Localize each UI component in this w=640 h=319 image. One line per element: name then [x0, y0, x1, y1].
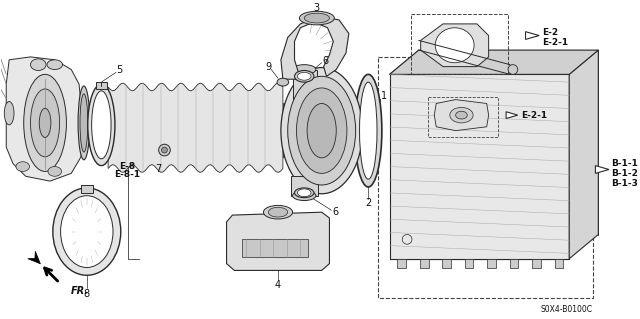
- Ellipse shape: [281, 68, 362, 194]
- Polygon shape: [525, 32, 539, 40]
- Ellipse shape: [298, 72, 311, 80]
- Polygon shape: [420, 24, 488, 67]
- Ellipse shape: [292, 65, 316, 74]
- Text: 1: 1: [381, 91, 387, 101]
- Ellipse shape: [48, 167, 61, 176]
- Ellipse shape: [53, 188, 121, 275]
- Polygon shape: [28, 251, 40, 264]
- Ellipse shape: [61, 196, 113, 268]
- Polygon shape: [108, 83, 283, 172]
- Bar: [291, 176, 318, 196]
- Text: 2: 2: [365, 198, 371, 208]
- Polygon shape: [281, 16, 349, 79]
- Ellipse shape: [456, 111, 467, 119]
- Ellipse shape: [31, 59, 46, 70]
- Polygon shape: [227, 212, 330, 271]
- Ellipse shape: [78, 86, 90, 160]
- Bar: [465, 259, 474, 269]
- Ellipse shape: [355, 74, 382, 187]
- Text: B-1-2: B-1-2: [611, 169, 638, 178]
- Ellipse shape: [159, 144, 170, 156]
- Text: 9: 9: [265, 62, 271, 71]
- Ellipse shape: [24, 74, 67, 171]
- Bar: [442, 259, 451, 269]
- Text: E-2: E-2: [542, 28, 558, 37]
- Text: B-1-1: B-1-1: [611, 159, 638, 168]
- Bar: [283, 103, 322, 157]
- Text: B-1-3: B-1-3: [611, 179, 638, 188]
- Text: E-2-1: E-2-1: [521, 111, 547, 120]
- Polygon shape: [435, 100, 488, 131]
- Text: 8: 8: [84, 289, 90, 299]
- Ellipse shape: [435, 28, 474, 63]
- Ellipse shape: [294, 188, 314, 198]
- Bar: [390, 74, 569, 259]
- Text: 6: 6: [332, 207, 339, 217]
- Ellipse shape: [161, 147, 168, 153]
- Bar: [411, 14, 508, 74]
- Ellipse shape: [92, 91, 111, 159]
- Polygon shape: [506, 112, 518, 119]
- Polygon shape: [595, 166, 609, 173]
- Text: 5: 5: [116, 65, 123, 76]
- Ellipse shape: [277, 78, 289, 86]
- Ellipse shape: [292, 191, 316, 201]
- Text: 4: 4: [275, 280, 281, 290]
- Bar: [292, 70, 317, 103]
- Bar: [487, 259, 496, 269]
- Bar: [81, 185, 93, 193]
- Polygon shape: [569, 50, 598, 259]
- Text: S0X4-B0100C: S0X4-B0100C: [540, 305, 592, 314]
- Ellipse shape: [39, 108, 51, 137]
- Ellipse shape: [360, 82, 377, 179]
- Text: E-2-1: E-2-1: [542, 38, 568, 47]
- Ellipse shape: [307, 103, 336, 158]
- Text: 3: 3: [314, 4, 320, 13]
- Bar: [378, 57, 593, 298]
- Ellipse shape: [298, 189, 311, 197]
- Bar: [397, 259, 406, 269]
- Bar: [532, 259, 541, 269]
- Ellipse shape: [508, 65, 518, 74]
- Ellipse shape: [31, 89, 60, 157]
- Ellipse shape: [450, 108, 473, 123]
- Ellipse shape: [304, 13, 330, 23]
- Text: E-8: E-8: [120, 162, 136, 171]
- Bar: [554, 259, 563, 269]
- Ellipse shape: [268, 207, 288, 217]
- Ellipse shape: [88, 84, 115, 166]
- Ellipse shape: [264, 205, 292, 219]
- Polygon shape: [6, 57, 84, 181]
- Bar: [509, 259, 518, 269]
- Text: 7: 7: [156, 165, 162, 174]
- Ellipse shape: [4, 101, 14, 125]
- Text: FR.: FR.: [71, 286, 89, 296]
- Bar: [95, 82, 107, 89]
- Text: 6: 6: [323, 56, 328, 66]
- Polygon shape: [390, 50, 598, 74]
- Bar: [428, 97, 499, 137]
- Ellipse shape: [288, 76, 356, 185]
- Ellipse shape: [294, 70, 314, 82]
- Bar: [242, 239, 308, 257]
- Ellipse shape: [80, 94, 88, 152]
- Ellipse shape: [296, 88, 347, 173]
- Ellipse shape: [47, 60, 63, 70]
- Ellipse shape: [300, 11, 334, 25]
- Text: E-8-1: E-8-1: [115, 170, 141, 179]
- Ellipse shape: [16, 162, 29, 171]
- Bar: [420, 259, 429, 269]
